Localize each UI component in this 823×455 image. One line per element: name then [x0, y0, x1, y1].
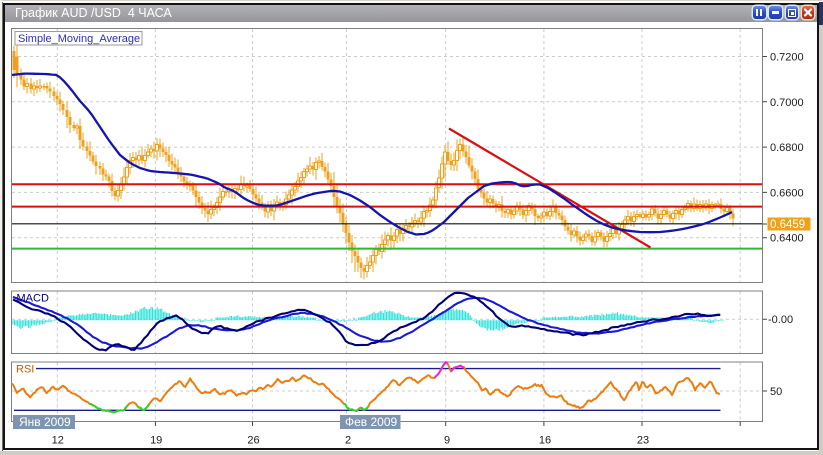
svg-text:Фев 2009: Фев 2009	[345, 415, 398, 429]
svg-text:0.7200: 0.7200	[770, 52, 804, 64]
svg-text:0.6459: 0.6459	[770, 219, 805, 231]
svg-text:23: 23	[637, 435, 649, 447]
svg-text:MACD: MACD	[17, 293, 49, 305]
svg-text:0.6800: 0.6800	[770, 142, 804, 154]
svg-text:-0.00: -0.00	[768, 314, 793, 326]
svg-text:0.6600: 0.6600	[770, 187, 804, 199]
svg-text:0.7000: 0.7000	[770, 97, 804, 109]
svg-text:50: 50	[770, 386, 782, 398]
svg-text:2: 2	[345, 435, 351, 447]
svg-text:9: 9	[444, 435, 450, 447]
svg-text:Simple_Moving_Average: Simple_Moving_Average	[18, 33, 140, 45]
svg-text:16: 16	[539, 435, 551, 447]
svg-text:12: 12	[52, 435, 64, 447]
svg-text:26: 26	[247, 435, 259, 447]
svg-text:RSI: RSI	[16, 363, 34, 375]
svg-text:Янв 2009: Янв 2009	[19, 415, 71, 429]
svg-text:19: 19	[150, 435, 162, 447]
svg-text:0.6400: 0.6400	[770, 233, 804, 245]
